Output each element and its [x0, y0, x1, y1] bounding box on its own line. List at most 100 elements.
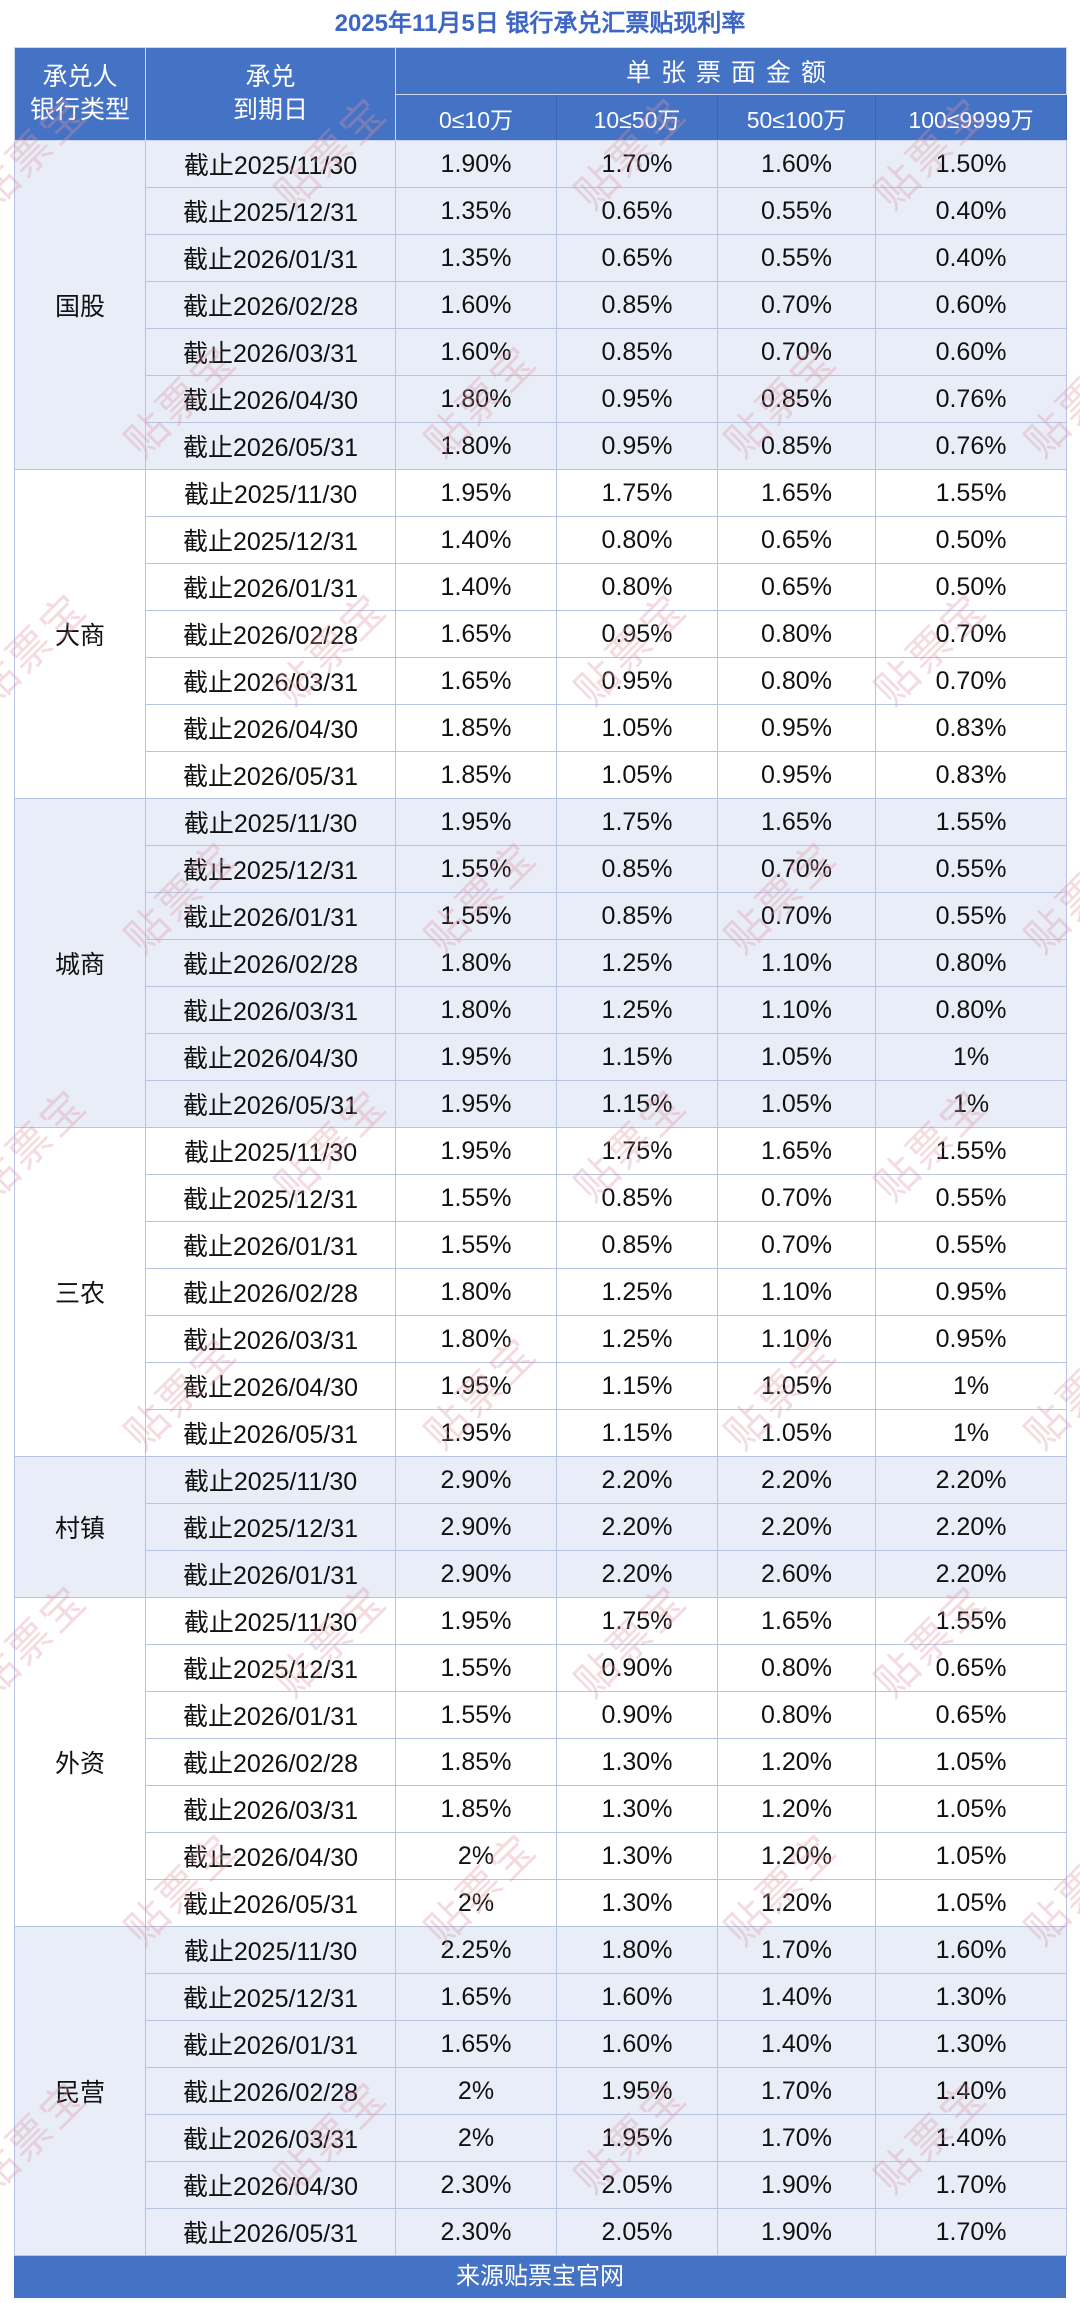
rate-cell: 1.65% [395, 657, 557, 705]
table-row: 截止2026/01/31 1.40% 0.80% 0.65% 0.50% [15, 563, 1068, 611]
rate-cell: 1.10% [717, 1268, 876, 1316]
rate-cell: 0.70% [717, 328, 876, 376]
table-row: 截止2026/02/28 2% 1.95% 1.70% 1.40% [15, 2067, 1068, 2115]
maturity-date-cell: 截止2026/02/28 [145, 1268, 396, 1316]
header-maturity-line2: 到期日 [232, 96, 308, 124]
rate-cell: 1.40% [717, 1973, 876, 2021]
rate-cell: 0.70% [874, 657, 1068, 705]
rates-table: 承兑人 银行类型 承兑 到期日 单张票面金额 0≤10万 10≤50万 50≤1… [14, 47, 1068, 2256]
rate-cell: 0.65% [874, 1644, 1068, 1692]
table-row: 截止2026/04/30 1.80% 0.95% 0.85% 0.76% [15, 375, 1068, 423]
rate-cell: 1.40% [395, 563, 557, 611]
rate-cell: 0.65% [717, 516, 876, 564]
table-row: 截止2025/12/31 1.35% 0.65% 0.55% 0.40% [15, 187, 1068, 235]
rate-cell: 1.95% [395, 1597, 557, 1645]
rate-cell: 1.40% [395, 516, 557, 564]
rate-cell: 1.70% [556, 140, 718, 188]
maturity-date-cell: 截止2026/02/28 [145, 610, 396, 658]
rate-cell: 0.90% [556, 1691, 718, 1739]
table-row: 截止2026/04/30 1.95% 1.15% 1.05% 1% [15, 1362, 1068, 1410]
maturity-date-cell: 截止2026/03/31 [145, 986, 396, 1034]
maturity-date-cell: 截止2025/11/30 [145, 469, 396, 517]
rate-cell: 1.20% [717, 1785, 876, 1833]
rate-cell: 1.05% [717, 1033, 876, 1081]
rate-cell: 1.30% [556, 1785, 718, 1833]
rate-cell: 2.20% [717, 1456, 876, 1504]
table-row: 截止2026/05/31 1.95% 1.15% 1.05% 1% [15, 1080, 1068, 1128]
table-row: 截止2025/12/31 1.55% 0.90% 0.80% 0.65% [15, 1644, 1068, 1692]
rate-cell: 0.85% [556, 328, 718, 376]
maturity-date-cell: 截止2025/11/30 [145, 1127, 396, 1175]
rate-cell: 1.95% [395, 1033, 557, 1081]
header-row-1: 承兑人 银行类型 承兑 到期日 单张票面金额 [14, 47, 1068, 141]
rate-cell: 0.95% [556, 657, 718, 705]
rate-cell: 0.60% [874, 281, 1068, 329]
rate-cell: 1.30% [556, 1879, 718, 1927]
table-row: 民营 截止2025/11/30 2.25% 1.80% 1.70% 1.60% [14, 1926, 1068, 2256]
maturity-date-cell: 截止2026/05/31 [145, 751, 396, 799]
rate-cell: 1.95% [395, 1127, 557, 1175]
maturity-date-cell: 截止2026/04/30 [145, 1362, 396, 1410]
maturity-date-cell: 截止2026/01/31 [145, 563, 396, 611]
maturity-date-cell: 截止2026/05/31 [145, 1879, 396, 1927]
rate-cell: 0.95% [874, 1268, 1068, 1316]
header-bank-type-line2: 银行类型 [29, 96, 130, 124]
maturity-date-cell: 截止2026/02/28 [145, 281, 396, 329]
rate-cell: 1.70% [717, 2067, 876, 2115]
rate-cell: 0.65% [874, 1691, 1068, 1739]
rate-cell: 2.20% [874, 1550, 1068, 1598]
rate-cell: 2% [395, 2114, 557, 2162]
maturity-date-cell: 截止2026/03/31 [145, 1785, 396, 1833]
maturity-date-cell: 截止2025/11/30 [145, 798, 396, 846]
rate-cell: 1.55% [395, 1691, 557, 1739]
rate-cell: 1.65% [717, 1597, 876, 1645]
rate-cell: 2.20% [556, 1503, 718, 1551]
maturity-date-cell: 截止2026/02/28 [145, 2067, 396, 2115]
rate-cell: 1.95% [395, 1409, 557, 1457]
rate-cell: 0.70% [874, 610, 1068, 658]
maturity-date-cell: 截止2025/11/30 [145, 140, 396, 188]
rate-cell: 0.55% [874, 845, 1068, 893]
maturity-date-cell: 截止2026/03/31 [145, 657, 396, 705]
rate-cell: 0.95% [556, 422, 718, 470]
rate-cell: 0.80% [717, 657, 876, 705]
rate-cell: 1.80% [395, 1268, 557, 1316]
table-row: 截止2026/03/31 1.85% 1.30% 1.20% 1.05% [15, 1785, 1068, 1833]
maturity-date-cell: 截止2025/12/31 [145, 516, 396, 564]
rate-cell: 2.90% [395, 1550, 557, 1598]
rate-cell: 0.55% [874, 892, 1068, 940]
maturity-date-cell: 截止2026/01/31 [145, 892, 396, 940]
maturity-date-cell: 截止2026/02/28 [145, 939, 396, 987]
rate-cell: 0.70% [717, 1221, 876, 1269]
bank-type-cell: 外资 [14, 1597, 146, 1927]
rate-cell: 1.70% [874, 2208, 1068, 2256]
rate-cell: 0.85% [717, 422, 876, 470]
table-row: 截止2026/05/31 1.85% 1.05% 0.95% 0.83% [15, 751, 1068, 799]
header-amount-col-1: 0≤10万 [395, 94, 557, 141]
rate-cell: 2.60% [717, 1550, 876, 1598]
rate-cell: 0.85% [556, 1174, 718, 1222]
maturity-date-cell: 截止2025/12/31 [145, 1503, 396, 1551]
table-row: 截止2026/05/31 1.80% 0.95% 0.85% 0.76% [15, 422, 1068, 470]
table-row: 截止2026/02/28 1.60% 0.85% 0.70% 0.60% [15, 281, 1068, 329]
rate-cell: 1.05% [556, 751, 718, 799]
rate-cell: 1.60% [717, 140, 876, 188]
bank-type-cell: 民营 [14, 1926, 146, 2256]
rate-cell: 0.70% [717, 892, 876, 940]
rate-cell: 2.30% [395, 2161, 557, 2209]
maturity-date-cell: 截止2025/12/31 [145, 1644, 396, 1692]
rate-cell: 1.60% [874, 1926, 1068, 1974]
rate-cell: 1.20% [717, 1738, 876, 1786]
rate-cell: 1.55% [395, 845, 557, 893]
rate-cell: 1.95% [556, 2114, 718, 2162]
rate-cell: 1.15% [556, 1409, 718, 1457]
maturity-date-cell: 截止2026/01/31 [145, 1550, 396, 1598]
rate-cell: 1.05% [874, 1832, 1068, 1880]
table-row: 截止2026/02/28 1.80% 1.25% 1.10% 0.80% [15, 939, 1068, 987]
table-row: 截止2025/12/31 1.55% 0.85% 0.70% 0.55% [15, 1174, 1068, 1222]
rate-cell: 1.50% [874, 140, 1068, 188]
table-row: 截止2026/05/31 1.95% 1.15% 1.05% 1% [15, 1409, 1068, 1457]
rate-cell: 1% [874, 1409, 1068, 1457]
rate-cell: 2.90% [395, 1503, 557, 1551]
